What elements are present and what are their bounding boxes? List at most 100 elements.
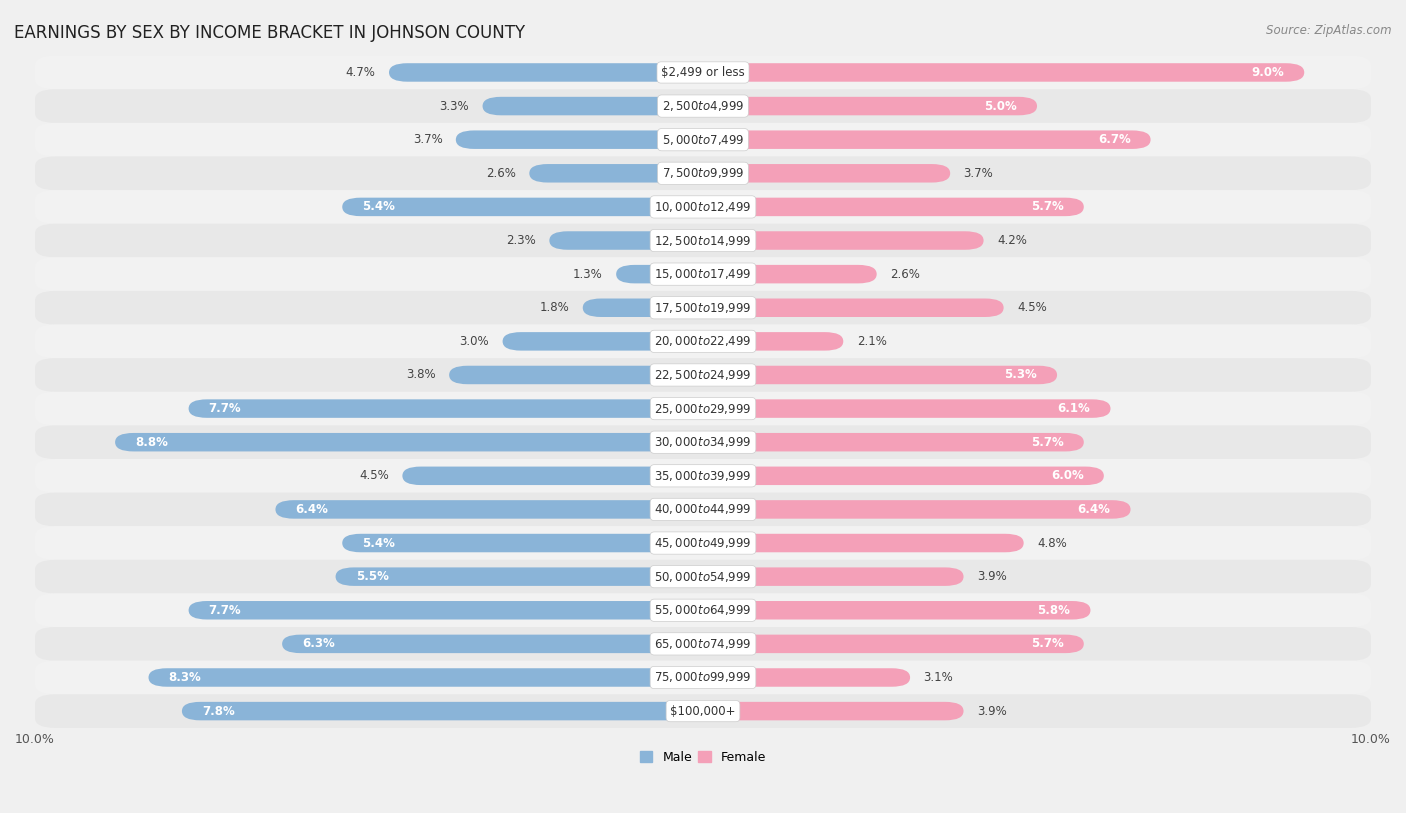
FancyBboxPatch shape (35, 190, 1371, 224)
Text: 6.3%: 6.3% (302, 637, 335, 650)
Text: 1.8%: 1.8% (540, 302, 569, 315)
FancyBboxPatch shape (188, 399, 703, 418)
FancyBboxPatch shape (703, 130, 1150, 149)
FancyBboxPatch shape (703, 198, 1084, 216)
FancyBboxPatch shape (35, 324, 1371, 359)
Text: 7.7%: 7.7% (208, 402, 242, 415)
Text: 6.1%: 6.1% (1057, 402, 1091, 415)
FancyBboxPatch shape (703, 231, 984, 250)
Text: 2.6%: 2.6% (890, 267, 920, 280)
FancyBboxPatch shape (35, 55, 1371, 89)
FancyBboxPatch shape (550, 231, 703, 250)
FancyBboxPatch shape (482, 97, 703, 115)
FancyBboxPatch shape (616, 265, 703, 284)
FancyBboxPatch shape (703, 164, 950, 183)
Text: 3.7%: 3.7% (413, 133, 443, 146)
FancyBboxPatch shape (703, 366, 1057, 385)
Text: 6.0%: 6.0% (1052, 469, 1084, 482)
Text: 3.0%: 3.0% (460, 335, 489, 348)
Text: 5.0%: 5.0% (984, 99, 1017, 112)
Text: 7.7%: 7.7% (208, 604, 242, 617)
Text: $50,000 to $54,999: $50,000 to $54,999 (654, 570, 752, 584)
FancyBboxPatch shape (35, 123, 1371, 156)
FancyBboxPatch shape (703, 601, 1091, 620)
Text: $10,000 to $12,499: $10,000 to $12,499 (654, 200, 752, 214)
FancyBboxPatch shape (703, 333, 844, 350)
Text: 5.4%: 5.4% (363, 537, 395, 550)
FancyBboxPatch shape (703, 500, 1130, 519)
FancyBboxPatch shape (35, 359, 1371, 392)
Text: 6.4%: 6.4% (295, 503, 329, 516)
Text: 5.5%: 5.5% (356, 570, 388, 583)
FancyBboxPatch shape (276, 500, 703, 519)
Text: 4.2%: 4.2% (997, 234, 1026, 247)
Text: $22,500 to $24,999: $22,500 to $24,999 (654, 368, 752, 382)
Text: $2,500 to $4,999: $2,500 to $4,999 (662, 99, 744, 113)
Text: 5.8%: 5.8% (1038, 604, 1070, 617)
FancyBboxPatch shape (35, 694, 1371, 728)
Text: 3.3%: 3.3% (440, 99, 470, 112)
FancyBboxPatch shape (703, 433, 1084, 451)
Text: 5.7%: 5.7% (1031, 637, 1064, 650)
Text: 8.8%: 8.8% (135, 436, 169, 449)
FancyBboxPatch shape (703, 467, 1104, 485)
Text: 8.3%: 8.3% (169, 671, 201, 684)
FancyBboxPatch shape (703, 265, 877, 284)
FancyBboxPatch shape (703, 97, 1038, 115)
FancyBboxPatch shape (502, 333, 703, 350)
Text: $2,499 or less: $2,499 or less (661, 66, 745, 79)
FancyBboxPatch shape (703, 702, 963, 720)
Text: 4.8%: 4.8% (1038, 537, 1067, 550)
Text: $7,500 to $9,999: $7,500 to $9,999 (662, 167, 744, 180)
FancyBboxPatch shape (35, 392, 1371, 425)
Text: $100,000+: $100,000+ (671, 705, 735, 718)
Text: $12,500 to $14,999: $12,500 to $14,999 (654, 233, 752, 247)
FancyBboxPatch shape (181, 702, 703, 720)
Text: $17,500 to $19,999: $17,500 to $19,999 (654, 301, 752, 315)
FancyBboxPatch shape (389, 63, 703, 81)
Text: $20,000 to $22,499: $20,000 to $22,499 (654, 334, 752, 348)
Text: $35,000 to $39,999: $35,000 to $39,999 (654, 469, 752, 483)
Text: 4.7%: 4.7% (346, 66, 375, 79)
FancyBboxPatch shape (336, 567, 703, 586)
Text: $5,000 to $7,499: $5,000 to $7,499 (662, 133, 744, 146)
Text: 2.3%: 2.3% (506, 234, 536, 247)
FancyBboxPatch shape (149, 668, 703, 687)
FancyBboxPatch shape (449, 366, 703, 385)
Text: 5.4%: 5.4% (363, 201, 395, 213)
FancyBboxPatch shape (703, 534, 1024, 552)
FancyBboxPatch shape (529, 164, 703, 183)
Text: $25,000 to $29,999: $25,000 to $29,999 (654, 402, 752, 415)
FancyBboxPatch shape (283, 635, 703, 653)
Text: $15,000 to $17,499: $15,000 to $17,499 (654, 267, 752, 281)
FancyBboxPatch shape (115, 433, 703, 451)
Text: $30,000 to $34,999: $30,000 to $34,999 (654, 435, 752, 450)
FancyBboxPatch shape (703, 567, 963, 586)
Text: 5.7%: 5.7% (1031, 436, 1064, 449)
Text: 5.7%: 5.7% (1031, 201, 1064, 213)
FancyBboxPatch shape (35, 425, 1371, 459)
FancyBboxPatch shape (342, 534, 703, 552)
FancyBboxPatch shape (35, 661, 1371, 694)
Legend: Male, Female: Male, Female (636, 746, 770, 769)
Text: 2.1%: 2.1% (856, 335, 887, 348)
Text: 3.7%: 3.7% (963, 167, 993, 180)
Text: 3.8%: 3.8% (406, 368, 436, 381)
FancyBboxPatch shape (703, 63, 1305, 81)
Text: 1.3%: 1.3% (574, 267, 603, 280)
FancyBboxPatch shape (188, 601, 703, 620)
Text: 3.9%: 3.9% (977, 570, 1007, 583)
FancyBboxPatch shape (703, 399, 1111, 418)
FancyBboxPatch shape (35, 291, 1371, 324)
FancyBboxPatch shape (35, 224, 1371, 258)
FancyBboxPatch shape (35, 560, 1371, 593)
Text: 4.5%: 4.5% (360, 469, 389, 482)
Text: 6.4%: 6.4% (1077, 503, 1111, 516)
Text: $75,000 to $99,999: $75,000 to $99,999 (654, 671, 752, 685)
Text: 2.6%: 2.6% (486, 167, 516, 180)
FancyBboxPatch shape (703, 298, 1004, 317)
Text: 9.0%: 9.0% (1251, 66, 1284, 79)
FancyBboxPatch shape (703, 635, 1084, 653)
Text: 6.7%: 6.7% (1098, 133, 1130, 146)
Text: 3.1%: 3.1% (924, 671, 953, 684)
